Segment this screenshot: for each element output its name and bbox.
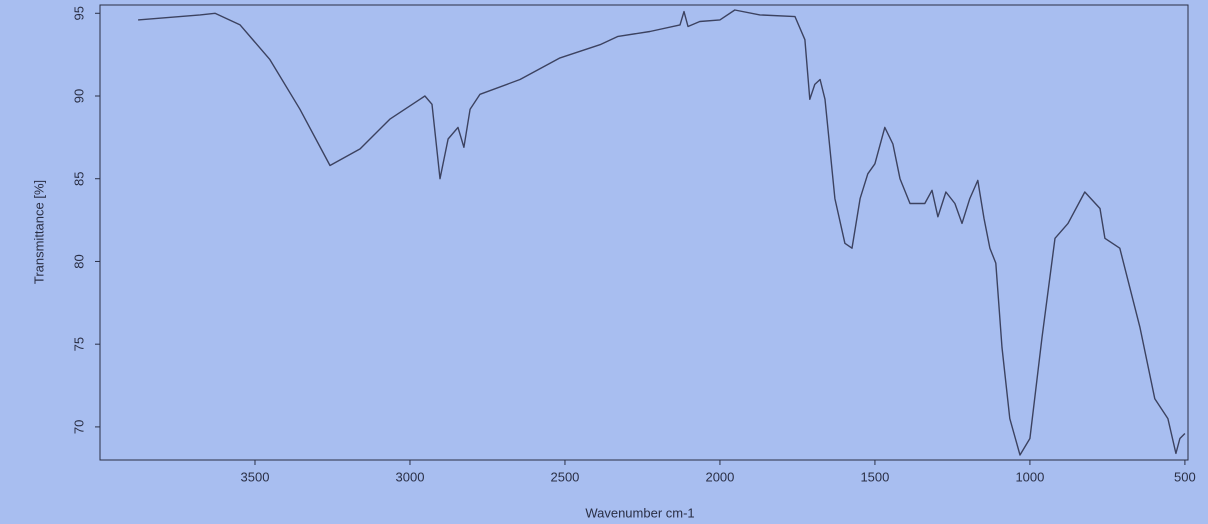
x-tick-label: 500 (1174, 469, 1196, 484)
plot-frame (99, 4, 1189, 461)
y-tick-label: 70 (71, 420, 86, 434)
y-tick-label: 85 (71, 171, 86, 185)
y-tick-label: 80 (71, 254, 86, 268)
x-tick-label: 2000 (705, 469, 734, 484)
x-tick-label: 3000 (396, 469, 425, 484)
x-tick-label: 1500 (860, 469, 889, 484)
y-tick-label: 90 (71, 89, 86, 103)
x-tick-label: 2500 (550, 469, 579, 484)
y-tick-label: 95 (71, 6, 86, 20)
y-axis-label: Transmittance [%] (31, 180, 46, 284)
x-axis-label: Wavenumber cm-1 (585, 505, 694, 520)
spectrum-line (138, 9, 1186, 456)
x-tick-label: 1000 (1015, 469, 1044, 484)
x-tick-label: 3500 (241, 469, 270, 484)
y-tick-label: 75 (71, 337, 86, 351)
